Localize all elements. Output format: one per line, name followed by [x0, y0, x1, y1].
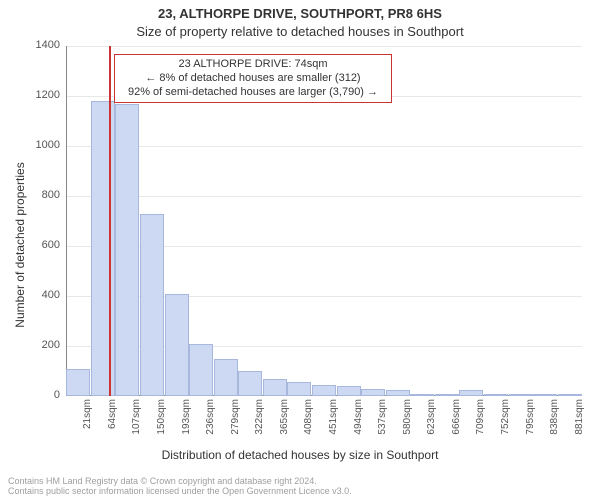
chart-container: 23, ALTHORPE DRIVE, SOUTHPORT, PR8 6HS S… [0, 0, 600, 500]
xtick-label: 322sqm [254, 399, 265, 449]
histogram-bar [140, 214, 164, 397]
ytick-label: 200 [26, 339, 60, 351]
annotation-line2: ← 8% of detached houses are smaller (312… [119, 72, 387, 86]
xtick-label: 365sqm [279, 399, 290, 449]
ytick-label: 400 [26, 289, 60, 301]
annotation-line3: 92% of semi-detached houses are larger (… [119, 86, 387, 100]
histogram-bar [287, 382, 311, 396]
ytick-label: 1000 [26, 139, 60, 151]
ytick-label: 600 [26, 239, 60, 251]
histogram-bar [263, 379, 287, 397]
histogram-bar [484, 394, 508, 396]
histogram-bar [214, 359, 238, 397]
xtick-label: 150sqm [156, 399, 167, 449]
ytick-label: 800 [26, 189, 60, 201]
histogram-bar [165, 294, 189, 397]
xtick-label: 838sqm [549, 399, 560, 449]
xtick-label: 752sqm [500, 399, 511, 449]
xtick-label: 881sqm [574, 399, 585, 449]
histogram-bar [66, 369, 90, 397]
xtick-label: 279sqm [230, 399, 241, 449]
xtick-label: 795sqm [525, 399, 536, 449]
histogram-bar [361, 389, 385, 397]
ytick-label: 1400 [26, 39, 60, 51]
attribution-text: Contains HM Land Registry data © Crown c… [8, 476, 352, 496]
xtick-label: 666sqm [451, 399, 462, 449]
xtick-label: 451sqm [328, 399, 339, 449]
histogram-bar [533, 394, 557, 396]
y-axis-label: Number of detached properties [13, 115, 27, 375]
ytick-label: 0 [26, 389, 60, 401]
histogram-bar [189, 344, 213, 397]
histogram-bar [459, 390, 483, 396]
histogram-bar [115, 104, 139, 397]
xtick-label: 709sqm [475, 399, 486, 449]
histogram-bar [509, 394, 533, 396]
x-axis-label: Distribution of detached houses by size … [0, 448, 600, 462]
xtick-label: 537sqm [377, 399, 388, 449]
xtick-label: 494sqm [353, 399, 364, 449]
xtick-label: 107sqm [131, 399, 142, 449]
annotation-box: 23 ALTHORPE DRIVE: 74sqm ← 8% of detache… [114, 54, 392, 103]
annotation-line1: 23 ALTHORPE DRIVE: 74sqm [119, 58, 387, 72]
histogram-bar [386, 390, 410, 396]
histogram-bar [312, 385, 336, 396]
xtick-label: 193sqm [181, 399, 192, 449]
histogram-bar [238, 371, 262, 396]
marker-line [109, 46, 111, 396]
xtick-label: 580sqm [402, 399, 413, 449]
xtick-label: 64sqm [107, 399, 118, 449]
histogram-bar [558, 394, 582, 396]
xtick-label: 623sqm [426, 399, 437, 449]
xtick-label: 236sqm [205, 399, 216, 449]
ytick-label: 1200 [26, 89, 60, 101]
histogram-bar [435, 394, 459, 397]
xtick-label: 21sqm [82, 399, 93, 449]
chart-title-line1: 23, ALTHORPE DRIVE, SOUTHPORT, PR8 6HS [0, 6, 600, 21]
histogram-bar [91, 101, 115, 396]
chart-title-line2: Size of property relative to detached ho… [0, 24, 600, 39]
histogram-bar [337, 386, 361, 396]
histogram-bar [410, 394, 434, 397]
xtick-label: 408sqm [303, 399, 314, 449]
